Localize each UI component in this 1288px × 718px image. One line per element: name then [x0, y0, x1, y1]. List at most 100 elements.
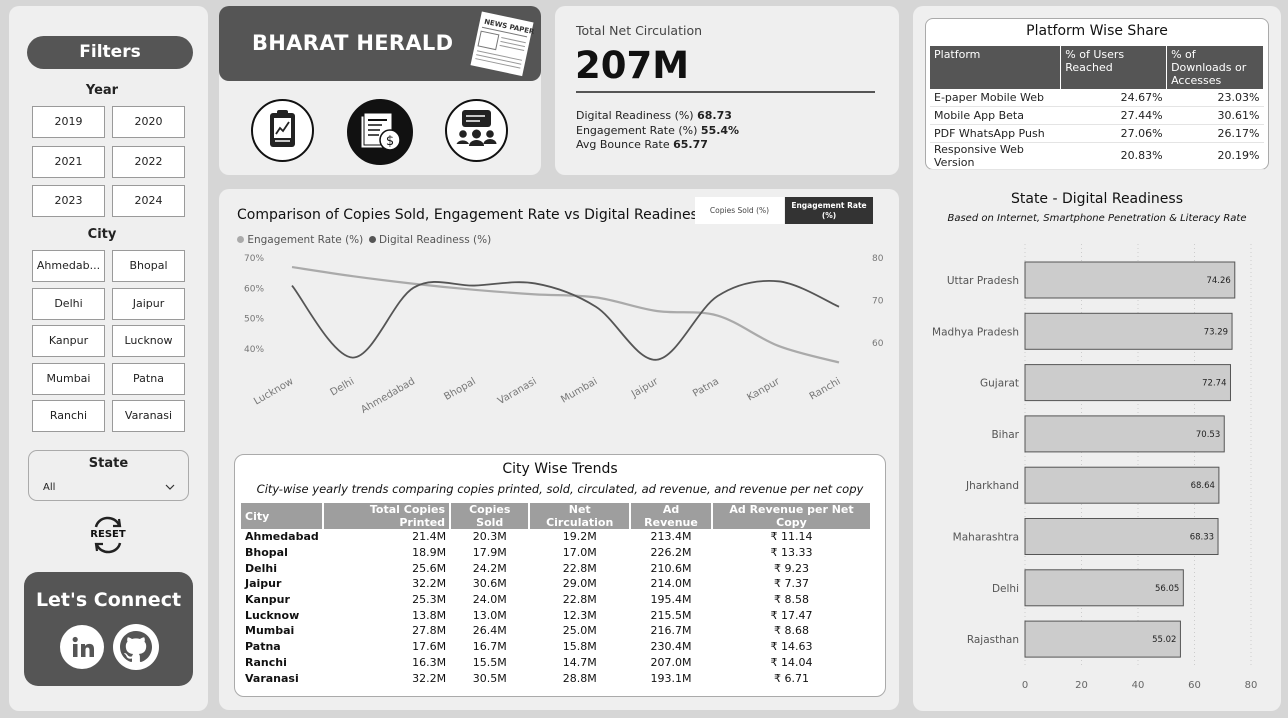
- bar-2[interactable]: [1024, 364, 1231, 402]
- kpi-digital-readiness: Digital Readiness (%) 68.73: [576, 109, 732, 122]
- kpi-title: Total Net Circulation: [576, 23, 703, 38]
- year-button-2019[interactable]: 2019: [32, 106, 105, 138]
- bar-7[interactable]: [1024, 620, 1181, 658]
- year-button-2024[interactable]: 2024: [112, 185, 185, 217]
- toggle-engagement-rate[interactable]: Engagement Rate (%): [785, 197, 873, 224]
- bar-3[interactable]: [1024, 415, 1225, 453]
- bar-value-label: 56.05: [1155, 584, 1179, 594]
- brand-banner: BHARAT HERALD NEWS PAPER: [219, 6, 541, 81]
- middle-panel: Comparison of Copies Sold, Engagement Ra…: [219, 189, 899, 710]
- table-cell: ₹ 9.23: [774, 561, 809, 575]
- platform-col-header[interactable]: % of Downloads or Accesses: [1166, 46, 1264, 89]
- x-tick-label: Bhopal: [442, 376, 477, 403]
- state-label: State: [88, 456, 129, 471]
- platform-table: Platform% of Users Reached% of Downloads…: [930, 46, 1264, 170]
- github-icon[interactable]: [113, 624, 159, 670]
- bar-category-label: Uttar Pradesh: [947, 275, 1019, 287]
- bar-5[interactable]: [1024, 518, 1219, 555]
- city-col-header[interactable]: Copies Sold: [450, 503, 531, 529]
- x-tick-label: 40: [1132, 680, 1145, 691]
- table-cell: 17.0M: [562, 546, 597, 560]
- bar-0[interactable]: [1024, 261, 1236, 299]
- city-col-header[interactable]: Total Copies Printed: [322, 503, 452, 529]
- city-button-5[interactable]: Lucknow: [112, 325, 185, 357]
- table-row: Lucknow 13.8M 13.0M 12.3M 215.5M ₹ 17.47: [241, 607, 871, 623]
- city-button-0[interactable]: Ahmedab...: [32, 250, 105, 282]
- city-button-6[interactable]: Mumbai: [32, 362, 105, 395]
- community-chat-icon: [445, 99, 508, 162]
- table-cell: Delhi: [245, 561, 277, 575]
- year-button-2023[interactable]: 2023: [32, 185, 105, 217]
- table-cell: 216.7M: [650, 624, 692, 638]
- state-dropdown[interactable]: State All: [28, 450, 189, 501]
- table-cell: 27.8M: [412, 624, 447, 638]
- year-button-2021[interactable]: 2021: [32, 145, 105, 178]
- year-button-2022[interactable]: 2022: [112, 145, 185, 178]
- bar-1[interactable]: [1024, 312, 1233, 350]
- reset-button[interactable]: RESET: [86, 515, 130, 555]
- x-tick-label: Mumbai: [559, 376, 599, 406]
- table-cell: 15.5M: [472, 655, 507, 669]
- y-left-tick-label: 50%: [244, 315, 264, 325]
- platform-col-header[interactable]: Platform: [930, 46, 1062, 89]
- table-cell: 20.19%: [1166, 142, 1264, 170]
- table-cell: ₹ 17.47: [770, 608, 813, 622]
- table-cell: 32.2M: [412, 577, 447, 591]
- bar-category-label: Delhi: [992, 583, 1019, 595]
- table-row: Delhi 25.6M 24.2M 22.8M 210.6M ₹ 9.23: [241, 560, 871, 576]
- city-button-9[interactable]: Varanasi: [112, 400, 185, 432]
- table-cell: 13.0M: [472, 608, 507, 622]
- table-cell: 19.2M: [562, 530, 597, 544]
- state-chart-title: State - Digital Readiness: [1010, 191, 1183, 207]
- linkedin-icon[interactable]: [60, 625, 104, 669]
- state-chart-subtitle: Based on Internet, Smartphone Penetratio…: [947, 213, 1247, 224]
- city-col-header[interactable]: City: [241, 503, 324, 529]
- x-tick-label: Kanpur: [745, 376, 782, 404]
- kpi-value: 207M: [575, 44, 690, 87]
- bar-6[interactable]: [1024, 569, 1184, 607]
- legend-engagement-label: Engagement Rate (%): [247, 234, 364, 246]
- platform-col-header[interactable]: % of Users Reached: [1060, 46, 1168, 89]
- reset-icon: [94, 516, 122, 554]
- year-button-2020[interactable]: 2020: [112, 106, 185, 138]
- table-cell: Bhopal: [245, 546, 288, 560]
- table-row: E-paper Mobile Web 24.67% 23.03%: [930, 89, 1264, 108]
- bar-4[interactable]: [1024, 466, 1220, 504]
- filters-title: Filters: [27, 36, 193, 69]
- brand-title: BHARAT HERALD: [252, 31, 454, 55]
- city-button-7[interactable]: Patna: [112, 362, 185, 395]
- y-right-tick-label: 60: [872, 339, 884, 349]
- city-button-3[interactable]: Jaipur: [112, 287, 185, 320]
- table-cell: 193.1M: [650, 671, 692, 685]
- table-cell: 22.8M: [562, 561, 597, 575]
- engagement-rate-line: [291, 265, 840, 364]
- city-button-2[interactable]: Delhi: [32, 287, 105, 320]
- table-row: Mobile App Beta 27.44% 30.61%: [930, 106, 1264, 126]
- city-button-1[interactable]: Bhopal: [112, 250, 185, 282]
- table-cell: ₹ 11.14: [770, 530, 813, 544]
- toggle-copies-sold[interactable]: Copies Sold (%): [695, 197, 784, 224]
- city-button-4[interactable]: Kanpur: [32, 325, 105, 357]
- connect-card: Let's Connect: [24, 572, 193, 686]
- city-trends-subtitle: City-wise yearly trends comparing copies…: [256, 482, 864, 496]
- connect-title: Let's Connect: [35, 589, 182, 611]
- city-col-header[interactable]: Net Circulation: [529, 503, 631, 529]
- bar-value-label: 68.64: [1191, 481, 1215, 491]
- table-row: Bhopal 18.9M 17.9M 17.0M 226.2M ₹ 13.33: [241, 545, 871, 561]
- platform-card: Platform Wise Share Platform% of Users R…: [925, 18, 1269, 170]
- legend-engagement-marker: [237, 236, 244, 243]
- state-digital-readiness-chart: 0 20 40 60 80 Uttar Pradesh 74.26 Madhya Prades…: [932, 244, 1257, 691]
- city-button-8[interactable]: Ranchi: [32, 400, 105, 432]
- city-trends-title: City Wise Trends: [502, 461, 618, 477]
- city-col-header[interactable]: Ad Revenue per Net Copy: [712, 503, 872, 529]
- table-cell: 13.8M: [412, 608, 447, 622]
- kpi-card: Total Net Circulation 207M Digital Readi…: [555, 6, 899, 175]
- city-col-header[interactable]: Ad Revenue: [630, 503, 714, 529]
- table-cell: Varanasi: [245, 671, 299, 685]
- table-cell: 28.8M: [562, 671, 597, 685]
- right-panel: Platform Wise Share Platform% of Users R…: [913, 6, 1281, 711]
- combo-line-chart: 70% 60% 50% 40% 80 70 60 Lucknow Delhi Ahmedabad B…: [244, 254, 884, 416]
- table-cell: 25.3M: [412, 593, 447, 607]
- bar-value-label: 68.33: [1190, 533, 1214, 543]
- x-tick-label: Ranchi: [808, 376, 843, 402]
